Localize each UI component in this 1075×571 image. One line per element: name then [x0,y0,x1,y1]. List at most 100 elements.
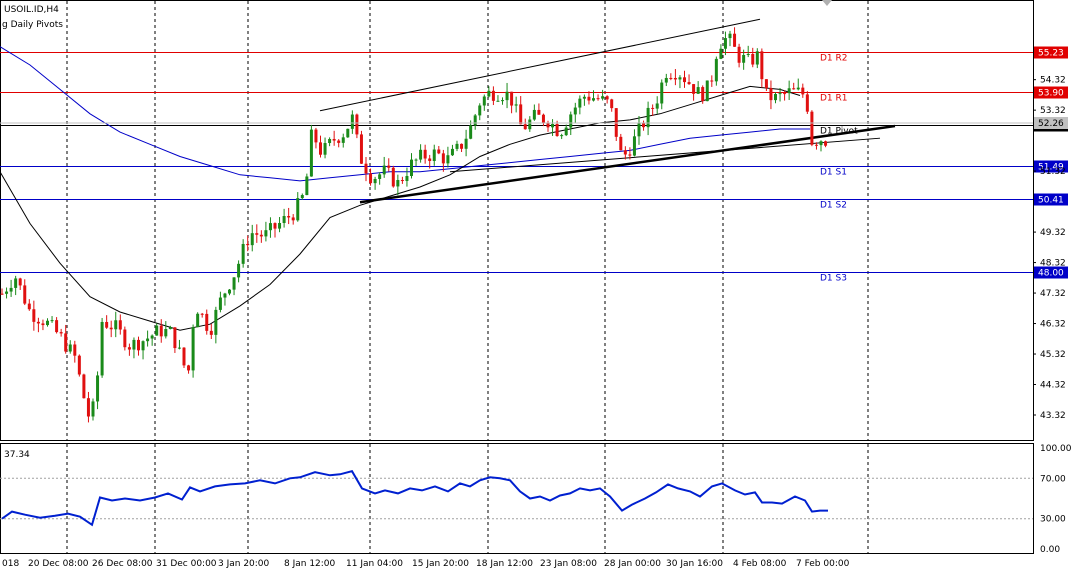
vertical-gridlines [66,1,869,553]
pivot-price-box-4 [1034,193,1068,206]
rsi-tick-1: 70.00 [1040,474,1066,484]
x-tick-3: 31 Dec 00:00 [156,559,217,569]
candle-body-114 [519,104,523,125]
candle-body-102 [464,138,468,149]
candle-body-169 [769,88,773,101]
candlesticks [0,27,828,423]
candle-body-25 [114,320,118,330]
chart-shift-marker[interactable] [822,0,832,6]
candle-body-160 [728,33,732,39]
candle-body-83 [378,174,382,179]
candle-body-82 [373,178,377,184]
candle-body-135 [614,108,618,137]
candle-body-45 [205,313,209,331]
candle-body-35 [159,325,163,337]
x-tick-6: 11 Jan 04:00 [346,559,403,569]
candle-body-60 [273,223,277,229]
candle-body-58 [264,230,268,237]
time-axis: 018 20 Dec 08:00 26 Dec 08:00 31 Dec 00:00 3… [2,559,850,569]
chart-title: USOIL.ID,H4 [4,5,59,15]
candle-body-42 [191,327,195,371]
candle-body-90 [410,159,413,176]
candle-body-50 [228,289,231,294]
candle-body-112 [510,91,514,106]
candle-body-131 [596,98,600,100]
candle-body-33 [150,335,154,339]
x-tick-8: 18 Jan 12:00 [476,559,533,569]
candle-body-34 [155,325,159,336]
candle-body-137 [623,150,627,155]
candle-body-113 [514,104,518,106]
candle-body-54 [246,243,250,246]
candle-body-40 [182,347,186,366]
y-tick-9: 43.32 [1040,411,1066,421]
x-tick-13: 7 Feb 00:00 [796,559,850,569]
candle-body-72 [328,138,332,144]
candle-body-78 [355,114,359,135]
rsi-tick-2: 30.00 [1040,515,1066,525]
candle-body-136 [619,136,623,151]
candle-body-53 [241,243,245,264]
candle-body-12 [55,320,59,333]
rsi-levels [0,477,1033,520]
candle-body-173 [787,88,791,94]
candle-body-96 [437,149,441,154]
candle-body-8 [36,321,40,324]
candle-body-38 [173,327,177,349]
candle-body-177 [805,94,809,112]
x-tick-9: 23 Jan 08:00 [540,559,597,569]
candle-body-140 [637,123,641,137]
pivot-price-box-1 [1034,86,1068,99]
candle-body-89 [405,175,409,181]
x-tick-1: 20 Dec 08:00 [28,559,89,569]
lower-trendline[interactable] [359,124,896,204]
candle-body-180 [819,141,823,146]
candle-body-26 [118,320,122,330]
candle-body-19 [86,398,90,417]
candle-body-121 [551,123,555,128]
indicator-title: g Daily Pivots [2,20,63,30]
candle-body-84 [382,165,386,175]
candle-body-125 [569,114,573,128]
x-tick-0: 018 [2,559,19,569]
candle-body-141 [642,123,646,128]
candle-body-55 [250,233,254,246]
candle-body-128 [582,96,586,99]
pivot-label-1: D1 R1 [820,94,848,104]
candle-body-145 [660,82,664,104]
candle-body-171 [778,93,782,95]
y-tick-4: 48.32 [1040,259,1066,269]
candle-body-174 [792,88,796,90]
candle-body-165 [751,54,755,65]
candle-body-151 [687,82,691,85]
candle-body-115 [523,124,527,130]
candle-body-14 [64,333,68,352]
candle-body-22 [100,321,104,376]
candle-body-62 [282,216,286,223]
candle-body-23 [105,321,109,328]
rsi-tick-0: 100.00 [1040,444,1072,454]
candle-body-64 [291,217,295,221]
moving-averages [0,46,810,331]
candle-body-153 [696,87,700,94]
candle-body-43 [196,313,200,328]
candle-body-99 [450,148,454,156]
candle-body-103 [469,125,473,139]
pivot-price-0: 55.23 [1038,49,1064,59]
current-price-box [1034,117,1068,129]
candle-body-20 [91,401,95,417]
pivot-price-5: 48.00 [1038,269,1064,279]
candle-body-172 [783,93,787,95]
candle-body-57 [259,234,263,237]
candle-body-91 [414,159,418,161]
upper-channel[interactable] [319,18,761,112]
current-price-label: 52.26 [1038,119,1064,129]
candle-body-80 [364,163,368,174]
candle-body-147 [669,77,673,79]
candle-body-161 [733,33,737,47]
mid-trendline[interactable] [449,137,881,173]
rsi-value-label: 37.34 [4,450,30,460]
candle-body-28 [127,347,131,350]
pivot-price-box-0 [1034,46,1068,59]
